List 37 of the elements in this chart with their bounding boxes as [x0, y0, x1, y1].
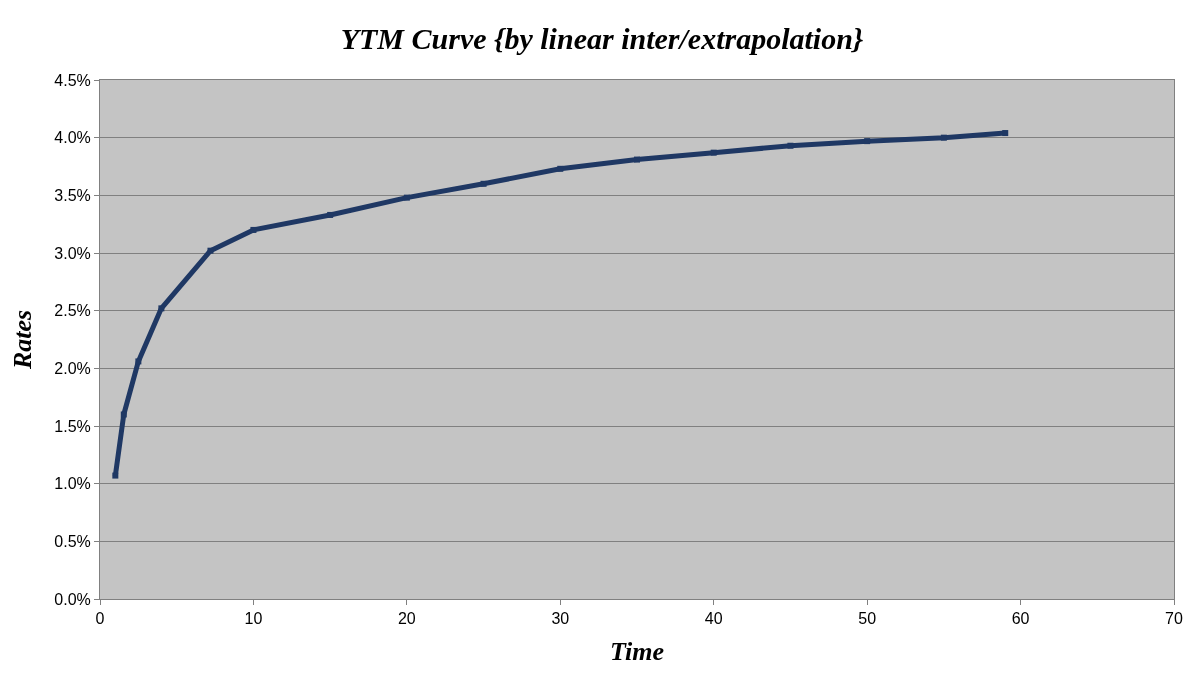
point — [403, 194, 410, 201]
chart-title: YTM Curve {by linear inter/extrapolation} — [340, 21, 864, 55]
y-tick-label: 1.5% — [54, 417, 91, 435]
y-tick-label: 0.0% — [54, 590, 91, 608]
y-tick-label: 4.0% — [54, 129, 91, 147]
point — [250, 226, 257, 233]
y-tick-label: 4.5% — [54, 71, 91, 89]
y-tick-label: 2.0% — [54, 359, 91, 377]
x-tick-label: 70 — [1165, 610, 1183, 628]
point — [112, 472, 119, 479]
y-tick-label: 0.5% — [54, 532, 91, 550]
point — [940, 134, 947, 141]
point — [634, 156, 640, 163]
x-tick-label: 10 — [244, 610, 263, 628]
point — [327, 211, 334, 218]
y-tick-label: 2.5% — [54, 302, 91, 320]
y-axis-title: Rates — [7, 309, 37, 371]
x-tick-label: 30 — [551, 610, 570, 628]
x-tick-label: 40 — [704, 610, 723, 628]
point — [787, 142, 794, 149]
x-tick-label: 60 — [1011, 610, 1030, 628]
x-tick-label: 50 — [858, 610, 877, 628]
x-tick-label: 20 — [397, 610, 416, 628]
point — [158, 305, 165, 312]
y-tick-label: 3.5% — [54, 186, 91, 204]
point — [135, 358, 142, 365]
y-tick-label: 1.0% — [54, 475, 91, 493]
y-tick-label: 3.0% — [54, 244, 91, 262]
point — [557, 165, 564, 172]
point — [480, 180, 487, 187]
point — [120, 411, 127, 418]
point — [207, 247, 214, 254]
point — [710, 149, 717, 156]
x-tick-label: 0 — [95, 610, 105, 628]
x-axis-title: Time — [610, 636, 664, 666]
point — [1002, 130, 1009, 137]
point — [864, 138, 871, 145]
